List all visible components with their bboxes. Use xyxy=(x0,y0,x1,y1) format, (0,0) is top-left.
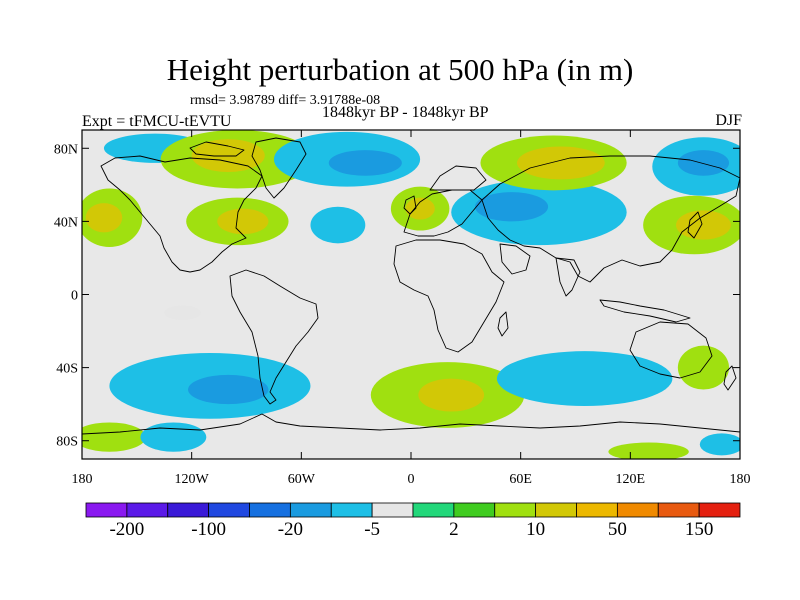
anomaly-region-27 xyxy=(496,351,673,406)
anomaly-region-9 xyxy=(310,206,366,244)
colorbar-label: -200 xyxy=(109,519,144,540)
plot-title: Height perturbation at 500 hPa (in m) xyxy=(166,52,634,87)
colorbar-box xyxy=(371,502,414,518)
colorbar-label: -5 xyxy=(364,519,380,540)
colorbar-box xyxy=(494,502,537,518)
y-tick-label: 40S xyxy=(56,362,78,377)
anomaly-region-19 xyxy=(676,210,731,240)
colorbar-box xyxy=(85,502,128,518)
axis-ticks: 80N 40N 0 40S 80S 180 120W 60W 0 60E 120E 180 xyxy=(54,130,751,487)
anomaly-region-17 xyxy=(677,150,730,176)
season-label: DJF xyxy=(715,112,742,129)
anomaly-region-11 xyxy=(405,197,435,220)
anomaly-region-26 xyxy=(418,378,485,412)
colorbar-label: 150 xyxy=(685,519,714,540)
anomaly-region-20 xyxy=(164,305,201,321)
colorbar-box xyxy=(412,502,455,518)
x-tick-label: 180 xyxy=(730,472,751,487)
anomaly-region-13 xyxy=(474,192,549,222)
period-label: 1848kyr BP - 1848kyr BP xyxy=(322,104,489,121)
coast-scandinavia xyxy=(429,165,487,191)
colorbar-box xyxy=(126,502,169,518)
coast-asia xyxy=(481,155,740,283)
colorbar-box xyxy=(208,502,250,518)
colorbar-label: -20 xyxy=(278,519,303,540)
anomaly-region-4 xyxy=(328,150,402,176)
anomaly-region-24 xyxy=(140,422,207,452)
coast-australia xyxy=(629,321,713,379)
stats-line: rmsd= 3.98789 diff= 3.91788e-08 xyxy=(190,93,381,108)
colorbar-label: 50 xyxy=(608,519,627,540)
colorbar-box xyxy=(289,502,332,518)
colorbar-box xyxy=(167,502,210,518)
x-tick-label: 60W xyxy=(288,472,316,487)
y-tick-label: 80N xyxy=(54,142,78,157)
anomaly-region-29 xyxy=(699,433,740,456)
colorbar-box xyxy=(657,502,700,518)
anomaly-field xyxy=(82,130,740,459)
y-tick-label: 80S xyxy=(56,435,78,450)
colorbar-box xyxy=(249,502,291,518)
coast-madagascar xyxy=(497,311,509,337)
colorbar-box xyxy=(535,502,577,518)
colorbar-box xyxy=(453,502,496,518)
x-tick-label: 0 xyxy=(408,472,415,487)
experiment-label: Expt = tFMCU-tEVTU xyxy=(82,113,232,130)
coast-britain xyxy=(403,195,417,215)
colorbar-label: 2 xyxy=(449,519,459,540)
coast-south-america xyxy=(229,269,319,405)
colorbar-label: -100 xyxy=(191,519,226,540)
coast-indonesia xyxy=(599,299,691,323)
x-tick-label: 180 xyxy=(72,472,93,487)
coast-antarctica xyxy=(82,413,740,435)
colorbar-label: 10 xyxy=(526,519,545,540)
coast-arctic-islands xyxy=(189,141,245,157)
colorbar-box xyxy=(576,502,618,518)
colorbar-box xyxy=(330,502,373,518)
coast-arabia xyxy=(499,243,531,275)
coast-india xyxy=(555,257,581,297)
y-tick-label: 40N xyxy=(54,215,78,230)
coast-north-america xyxy=(100,155,263,273)
anomaly-region-15 xyxy=(517,146,605,180)
anomaly-region-23 xyxy=(82,422,146,452)
coast-africa xyxy=(393,239,505,353)
coast-greenland xyxy=(251,137,307,199)
y-tick-label: 0 xyxy=(71,289,78,304)
x-tick-label: 120W xyxy=(175,472,210,487)
anomaly-region-8 xyxy=(85,203,123,233)
anomaly-region-22 xyxy=(188,374,269,405)
x-tick-label: 60E xyxy=(509,472,532,487)
anomaly-region-30 xyxy=(608,442,689,459)
colorbar: -200 -100 -20 -5 2 10 50 150 xyxy=(85,502,741,540)
anomaly-region-6 xyxy=(217,208,269,235)
colorbar-box xyxy=(616,502,659,518)
coast-japan xyxy=(687,211,703,239)
coast-new-zealand xyxy=(723,365,737,391)
x-tick-label: 120E xyxy=(616,472,646,487)
colorbar-box xyxy=(698,502,741,518)
coastlines xyxy=(82,137,740,435)
